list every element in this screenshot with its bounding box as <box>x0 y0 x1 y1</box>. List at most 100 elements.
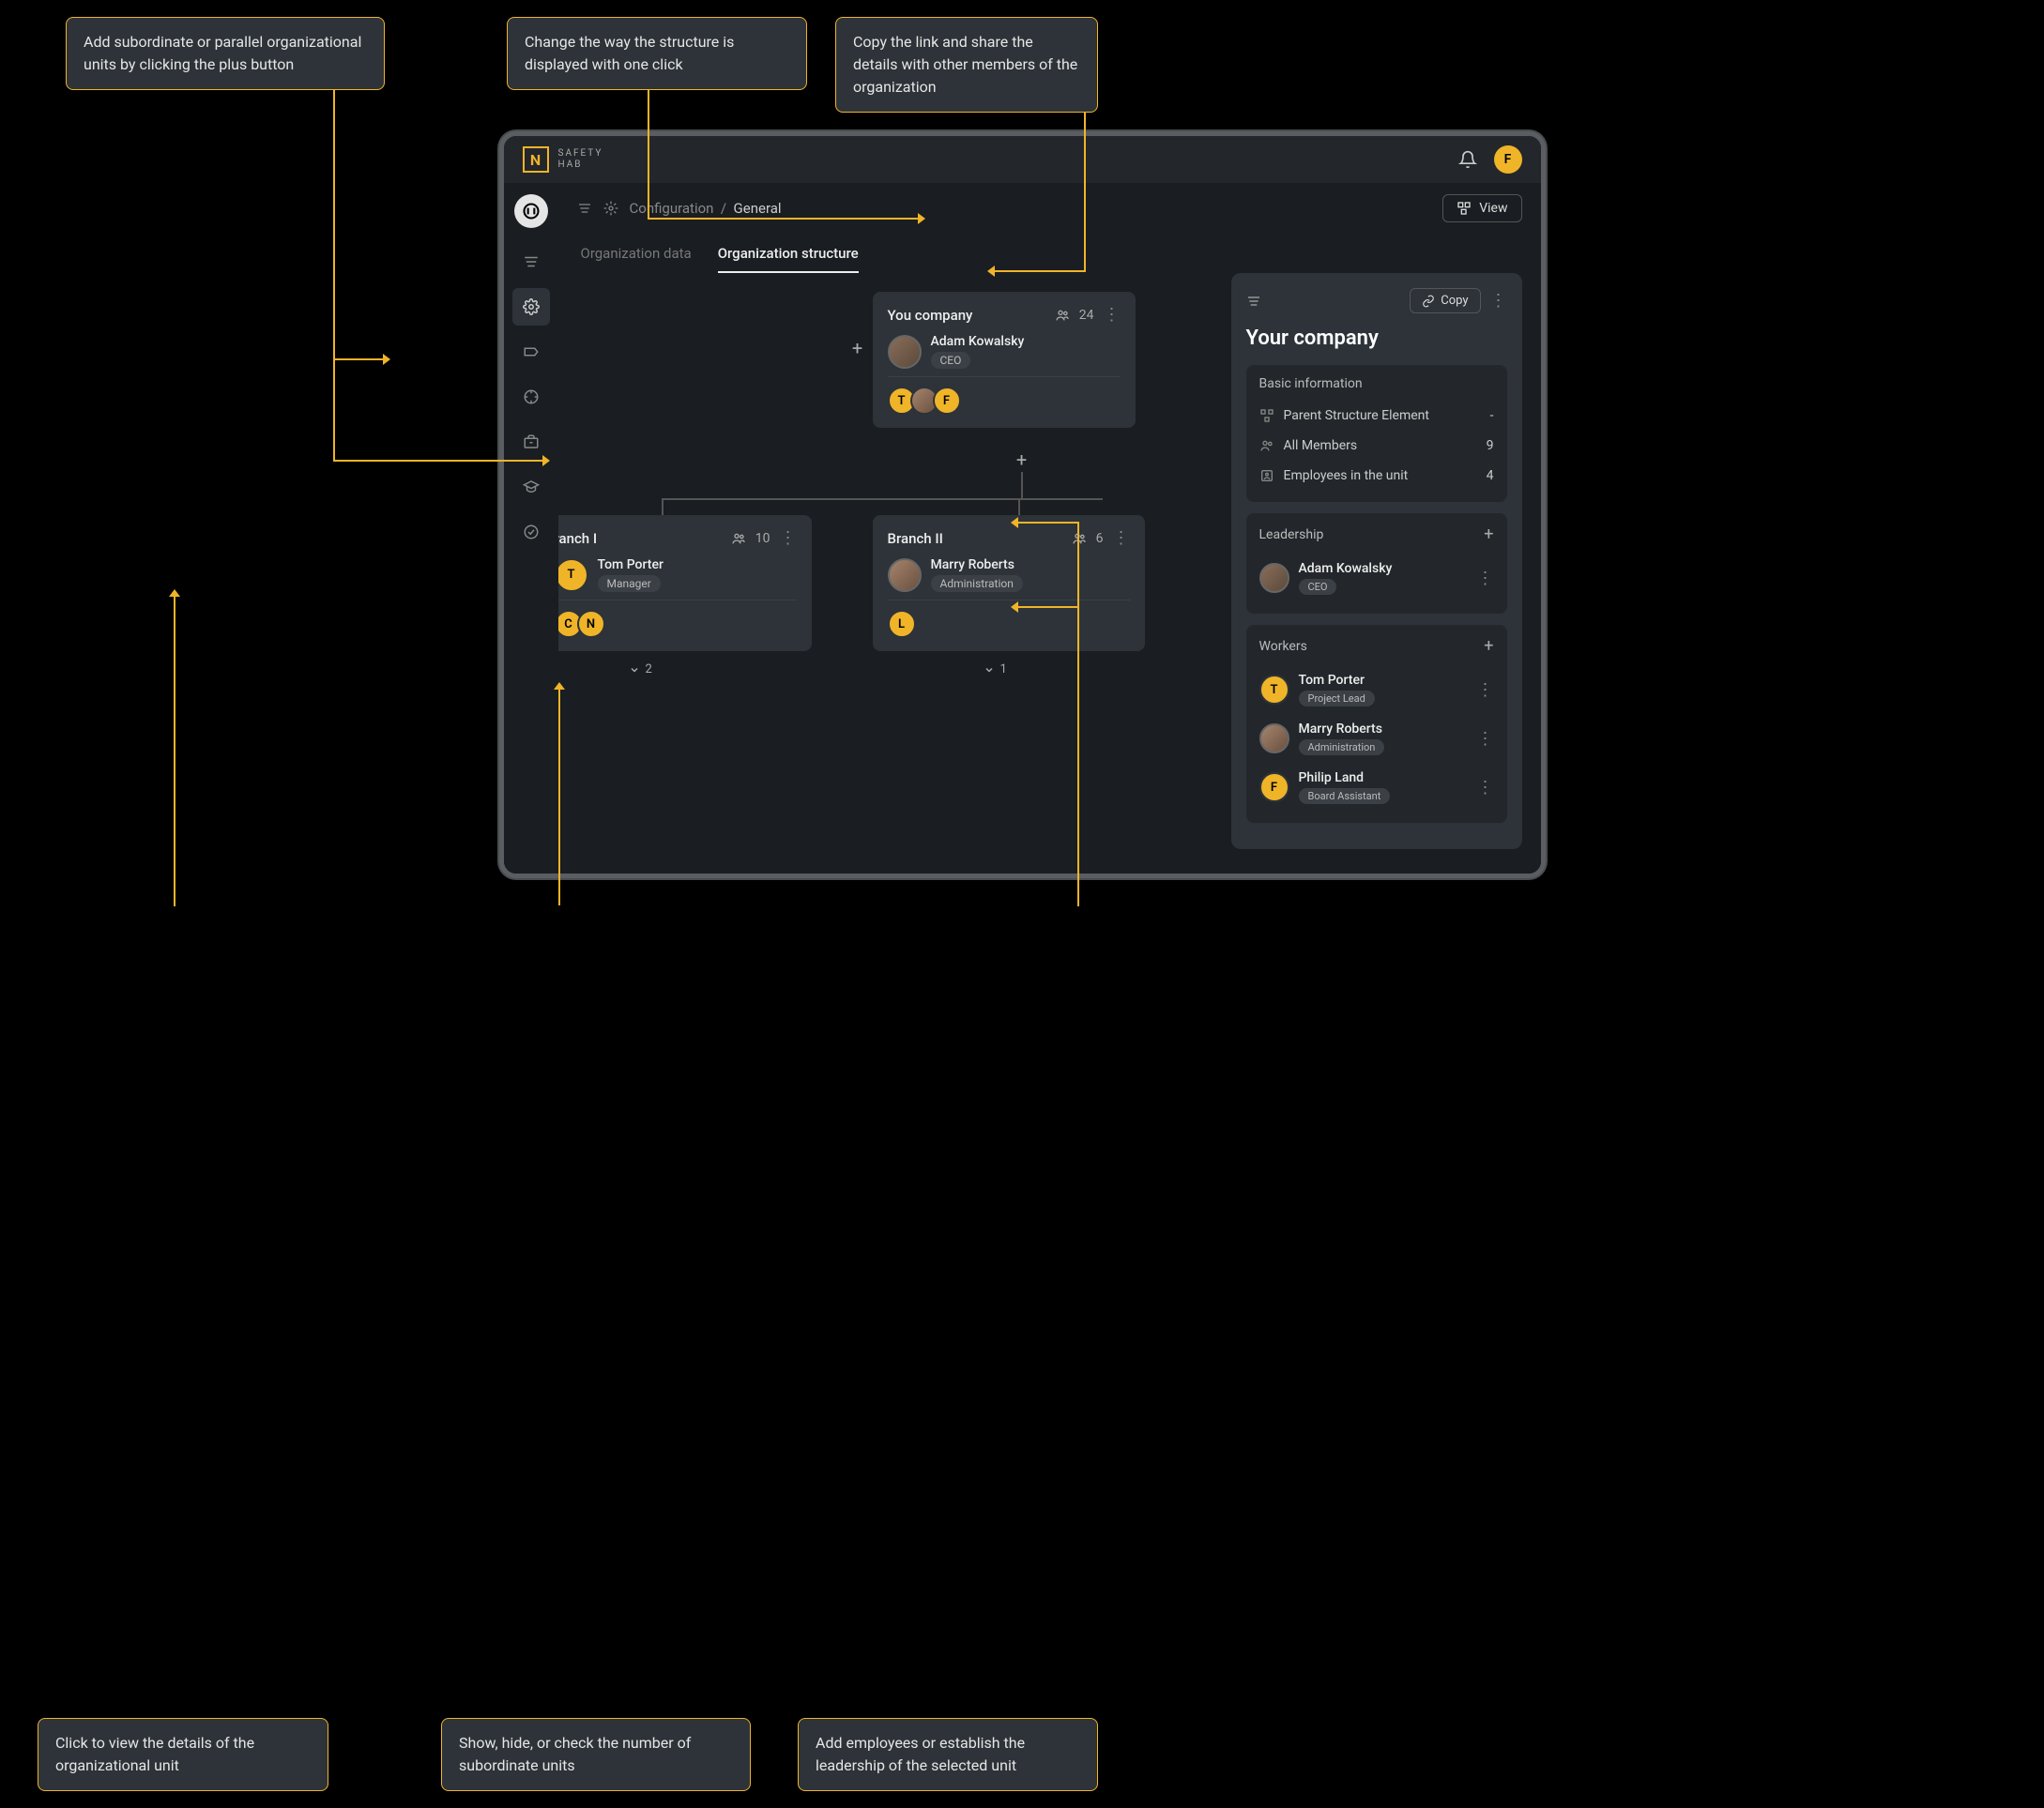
org-title: You company <box>888 307 973 324</box>
member-count: 6 <box>1096 531 1104 546</box>
people-icon <box>1055 308 1070 323</box>
leader-row: Adam Kowalsky CEO ⋮ <box>1259 554 1494 602</box>
menu-icon[interactable] <box>577 201 592 216</box>
person-name: Marry Roberts <box>1299 722 1385 737</box>
org-title: Branch II <box>888 530 943 547</box>
person-avatar: F <box>1259 772 1289 802</box>
expand-toggle-2[interactable]: 1 <box>984 662 1007 676</box>
gear-icon <box>603 201 618 216</box>
sidebar-tag[interactable] <box>512 333 550 371</box>
callout-copy-link: Copy the link and share the details with… <box>835 17 1098 113</box>
person-role: Administration <box>1299 739 1385 755</box>
sidebar-menu-icon[interactable] <box>512 243 550 281</box>
logo-icon: N <box>523 146 549 173</box>
worker-row: Marry Roberts Administration ⋮ <box>1259 714 1494 763</box>
bell-icon[interactable] <box>1458 150 1477 169</box>
member-chips: C N <box>558 600 797 638</box>
more-icon[interactable]: ⋮ <box>1477 729 1494 749</box>
members-icon <box>1259 438 1274 453</box>
more-icon[interactable]: ⋮ <box>780 528 797 548</box>
view-button[interactable]: View <box>1442 194 1521 222</box>
person-role: CEO <box>1299 579 1337 595</box>
sidebar <box>504 183 558 874</box>
member-chip[interactable]: N <box>577 610 605 638</box>
person-role: Board Assistant <box>1299 788 1391 804</box>
leader-name: Adam Kowalsky <box>931 334 1025 349</box>
app-window: N SAFETY HAB F <box>499 131 1546 878</box>
member-chip[interactable]: L <box>888 610 916 638</box>
add-parallel-button[interactable]: + <box>845 335 871 361</box>
add-subordinate-button[interactable]: + <box>1009 447 1035 473</box>
link-icon <box>1422 295 1435 308</box>
org-card-root[interactable]: You company 24 ⋮ Adam Kowalsky CEO <box>873 292 1136 428</box>
person-name: Philip Land <box>1299 770 1391 785</box>
employee-icon <box>1259 468 1274 483</box>
info-value: 4 <box>1487 468 1494 483</box>
member-count: 24 <box>1079 308 1094 323</box>
org-title: ranch I <box>558 530 598 547</box>
expand-toggle-1[interactable]: 2 <box>629 662 652 676</box>
leader-role: CEO <box>931 352 971 369</box>
structure-icon <box>1259 408 1274 423</box>
tabs: Organization data Organization structure <box>558 234 1541 273</box>
worker-row: T Tom Porter Project Lead ⋮ <box>1259 665 1494 714</box>
org-card-branch-1[interactable]: ranch I 10 ⋮ T Tom Porter Manager <box>558 515 812 651</box>
info-value: - <box>1490 408 1494 423</box>
tab-org-data[interactable]: Organization data <box>581 245 692 273</box>
leader-photo <box>888 335 922 369</box>
user-avatar[interactable]: F <box>1494 145 1522 174</box>
leader-photo <box>888 558 922 592</box>
person-avatar: T <box>1259 675 1289 705</box>
more-icon[interactable]: ⋮ <box>1477 680 1494 700</box>
more-icon[interactable]: ⋮ <box>1104 305 1121 325</box>
org-card-branch-2[interactable]: Branch II 6 ⋮ Marry Roberts Administrati… <box>873 515 1145 651</box>
copy-button[interactable]: Copy <box>1410 288 1480 313</box>
person-name: Adam Kowalsky <box>1299 561 1393 576</box>
sidebar-education[interactable] <box>512 468 550 506</box>
info-label: Parent Structure Element <box>1284 408 1429 423</box>
org-canvas: You company 24 ⋮ Adam Kowalsky CEO <box>558 273 1541 874</box>
sidebar-check[interactable] <box>512 513 550 551</box>
workers-section: Workers + T Tom Porter Project Lead <box>1246 625 1507 823</box>
callout-show-hide: Show, hide, or check the number of subor… <box>441 1718 751 1791</box>
people-icon <box>731 531 746 546</box>
logo-text: SAFETY HAB <box>558 148 603 171</box>
person-name: Tom Porter <box>1299 673 1375 688</box>
more-icon[interactable]: ⋮ <box>1490 291 1507 311</box>
person-role: Project Lead <box>1299 691 1375 706</box>
basic-info-section: Basic information Parent Structure Eleme… <box>1246 365 1507 502</box>
member-chips: L <box>888 600 1130 638</box>
content-area: Configuration / General View Organizatio… <box>558 183 1541 874</box>
leader-avatar: T <box>558 558 588 592</box>
leader-name: Marry Roberts <box>931 557 1023 572</box>
member-chip[interactable]: F <box>933 387 961 415</box>
leadership-section: Leadership + Adam Kowalsky CEO <box>1246 513 1507 614</box>
chevron-down-icon <box>629 664 640 676</box>
details-panel: Copy ⋮ Your company Basic information Pa… <box>1231 273 1522 849</box>
tab-org-structure[interactable]: Organization structure <box>718 245 859 273</box>
sidebar-logo[interactable] <box>514 194 548 228</box>
add-worker-button[interactable]: + <box>1484 636 1493 656</box>
leader-name: Tom Porter <box>598 557 664 572</box>
callout-click-details: Click to view the details of the organiz… <box>38 1718 328 1791</box>
info-label: Employees in the unit <box>1284 468 1409 483</box>
person-photo <box>1259 563 1289 593</box>
callout-add-employees: Add employees or establish the leadershi… <box>798 1718 1098 1791</box>
more-icon[interactable]: ⋮ <box>1477 778 1494 798</box>
breadcrumb-bar: Configuration / General View <box>558 183 1541 234</box>
sidebar-target[interactable] <box>512 378 550 416</box>
leader-role: Manager <box>598 575 661 592</box>
more-icon[interactable]: ⋮ <box>1113 528 1130 548</box>
sidebar-settings[interactable] <box>512 288 550 326</box>
chevron-down-icon <box>984 664 995 676</box>
leader-role: Administration <box>931 575 1023 592</box>
menu-icon[interactable] <box>1246 294 1261 309</box>
logo-area: N SAFETY HAB <box>523 146 603 173</box>
details-title: Your company <box>1246 327 1507 350</box>
topbar: N SAFETY HAB F <box>504 136 1541 183</box>
info-value: 9 <box>1487 438 1494 453</box>
more-icon[interactable]: ⋮ <box>1477 569 1494 588</box>
member-chips: T F <box>888 376 1121 415</box>
info-label: All Members <box>1284 438 1358 453</box>
add-leader-button[interactable]: + <box>1484 524 1493 544</box>
